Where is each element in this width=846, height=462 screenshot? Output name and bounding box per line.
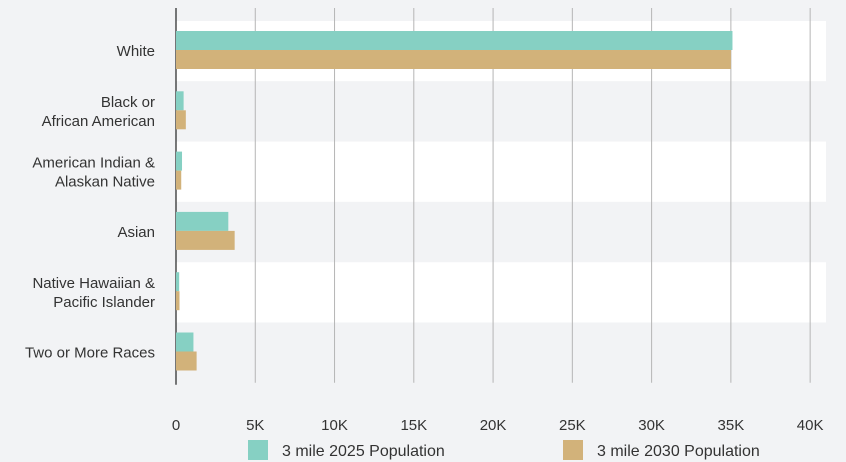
category-label: White: [117, 43, 155, 60]
category-label: American Indian & Alaskan Native: [32, 154, 155, 190]
bar: [176, 230, 235, 250]
legend-swatch: [248, 440, 268, 460]
legend-label: 3 mile 2030 Population: [597, 443, 760, 460]
x-tick-label: 5K: [246, 417, 264, 434]
bar: [176, 110, 186, 130]
row-band: [176, 141, 826, 202]
x-tick-label: 20K: [480, 417, 507, 434]
bar: [176, 332, 194, 352]
x-tick-label: 0: [172, 417, 180, 434]
row-band: [176, 201, 826, 263]
x-tick-label: 40K: [797, 417, 824, 434]
x-tick-label: 10K: [321, 417, 348, 434]
bar: [176, 170, 182, 190]
row-band: [176, 322, 826, 383]
x-tick-label: 25K: [559, 417, 586, 434]
bars: [176, 31, 733, 371]
x-tick-label: 30K: [638, 417, 665, 434]
category-label: Asian: [117, 224, 155, 241]
category-labels: White Black or African American American In…: [25, 43, 155, 362]
x-tick-label: 35K: [718, 417, 745, 434]
legend-label: 3 mile 2025 Population: [282, 443, 445, 460]
row-band: [176, 262, 826, 323]
bar: [176, 31, 733, 50]
bar: [176, 151, 183, 171]
bar: [176, 272, 180, 292]
legend: 3 mile 2025 Population 3 mile 2030 Popula…: [248, 440, 760, 460]
category-label: Black or African American: [42, 94, 155, 130]
bar: [176, 50, 731, 69]
bar: [176, 351, 197, 371]
grid-lines: [175, 8, 811, 385]
row-band: [176, 81, 826, 142]
row-bands: [176, 21, 826, 383]
bar: [176, 211, 229, 231]
category-label: Two or More Races: [25, 345, 155, 362]
x-tick-labels: 0 5K 10K 15K 20K 25K 30K 35K 40K: [172, 417, 824, 434]
bar: [176, 291, 180, 311]
legend-swatch: [563, 440, 583, 460]
bar: [176, 91, 184, 111]
x-tick-label: 15K: [400, 417, 427, 434]
category-label: Native Hawaiian & Pacific Islander: [32, 275, 155, 311]
